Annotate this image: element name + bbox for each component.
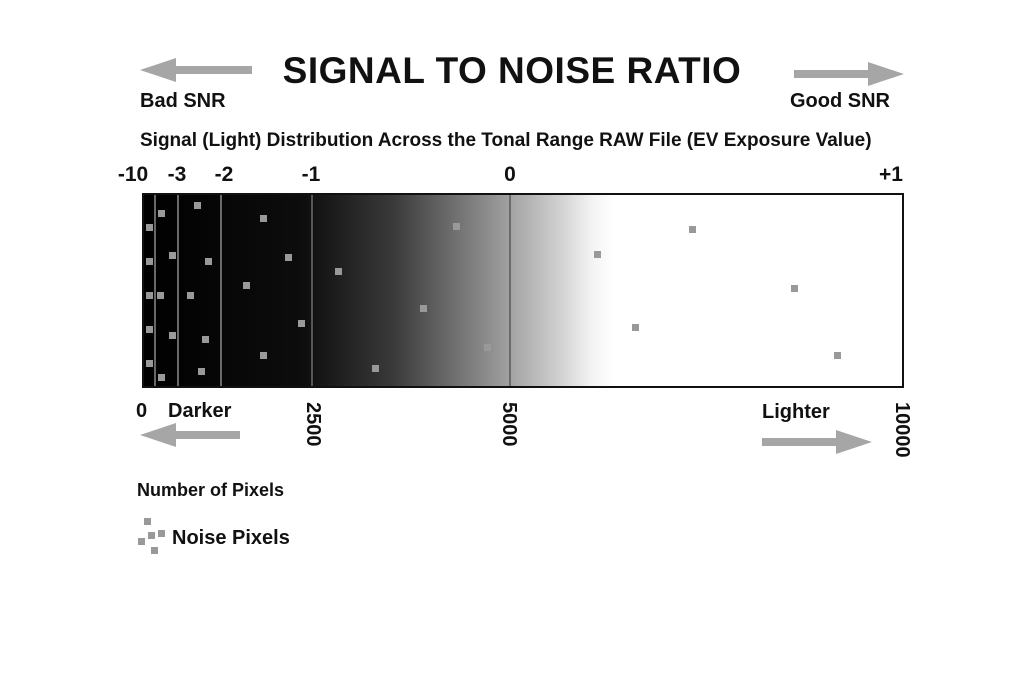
- ev-label-plus-1: +1: [879, 163, 903, 186]
- noise-pixel: [205, 258, 212, 265]
- noise-pixel: [198, 368, 205, 375]
- noise-pixel: [260, 352, 267, 359]
- noise-pixel: [146, 326, 153, 333]
- ev-label-minus-10: -10: [117, 163, 149, 186]
- diagram-title: SIGNAL TO NOISE RATIO: [282, 50, 742, 91]
- noise-pixel: [260, 215, 267, 222]
- good-snr-label: Good SNR: [790, 90, 890, 112]
- ev-label-minus-3: -3: [167, 163, 187, 186]
- noise-pixel: [484, 344, 491, 351]
- noise-pixels: [146, 202, 841, 381]
- pixel-axis-zero: 0: [136, 400, 148, 422]
- noise-pixel: [146, 292, 153, 299]
- lighter-arrow: [762, 430, 872, 454]
- ev-label-minus-1: -1: [301, 163, 321, 186]
- pixel-tick-2500: 2500: [302, 402, 324, 447]
- noise-pixel: [158, 374, 165, 381]
- noise-pixel: [285, 254, 292, 261]
- tonal-range-bar: [142, 193, 904, 388]
- noise-pixel: [689, 226, 696, 233]
- ev-label-minus-2: -2: [214, 163, 234, 186]
- noise-pixel: [157, 292, 164, 299]
- noise-pixel: [453, 223, 460, 230]
- noise-pixel: [194, 202, 201, 209]
- darker-label: Darker: [168, 400, 232, 422]
- noise-pixel: [298, 320, 305, 327]
- right-arrow-top: [794, 62, 904, 86]
- legend-label: Noise Pixels: [172, 527, 290, 549]
- pixel-tick-5000: 5000: [498, 402, 520, 447]
- pixel-tick-10000: 10000: [891, 402, 913, 458]
- noise-pixel: [372, 365, 379, 372]
- noise-pixel: [146, 224, 153, 231]
- subtitle: Signal (Light) Distribution Across the T…: [140, 130, 872, 151]
- noise-legend-icon: [138, 518, 165, 554]
- noise-pixel: [169, 332, 176, 339]
- noise-pixel: [158, 210, 165, 217]
- left-arrow-top: [140, 58, 252, 82]
- noise-pixel: [420, 305, 427, 312]
- noise-pixel: [834, 352, 841, 359]
- noise-pixel: [632, 324, 639, 331]
- axis-caption: Number of Pixels: [137, 480, 285, 500]
- noise-pixel: [202, 336, 209, 343]
- lighter-label: Lighter: [762, 401, 830, 423]
- noise-pixel: [146, 258, 153, 265]
- noise-pixel: [243, 282, 250, 289]
- noise-pixel: [169, 252, 176, 259]
- darker-arrow: [140, 423, 240, 447]
- noise-pixel: [146, 360, 153, 367]
- noise-pixel: [594, 251, 601, 258]
- noise-pixel: [791, 285, 798, 292]
- noise-pixel: [335, 268, 342, 275]
- noise-pixel: [187, 292, 194, 299]
- ev-label-0: 0: [504, 163, 516, 186]
- bad-snr-label: Bad SNR: [140, 90, 226, 112]
